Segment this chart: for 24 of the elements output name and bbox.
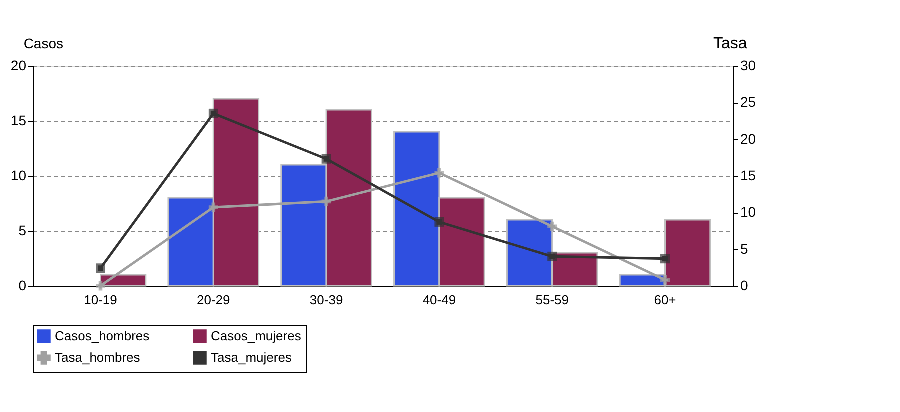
y-axis-title: Casos	[24, 36, 64, 52]
y2-tick-label: 30	[740, 58, 756, 74]
y2-tick-label: 15	[740, 168, 756, 184]
y-tick-label: 0	[18, 278, 27, 294]
legend-label: Tasa_hombres	[55, 350, 141, 365]
x-tick-label: 30-39	[310, 292, 344, 308]
y2-tick-label: 25	[740, 94, 756, 110]
y-tick-label: 10	[10, 168, 27, 184]
legend-label: Tasa_mujeres	[211, 350, 292, 365]
y2-tick-label: 5	[740, 240, 748, 257]
x-tick-label: 40-49	[422, 292, 456, 308]
x-tick-label: 55-59	[536, 292, 569, 308]
y-tick-label: 5	[18, 222, 27, 238]
y-tick-label: 20	[10, 58, 27, 74]
x-tick-label: 10-19	[84, 292, 118, 308]
y-tick-label: 15	[10, 112, 27, 128]
legend-label: Casos_mujeres	[211, 328, 302, 344]
y2-tick-label: 20	[740, 130, 756, 147]
y2-tick-label: 10	[740, 204, 756, 220]
y2-tick-label: 0	[740, 278, 748, 294]
x-tick-label: 20-29	[197, 292, 230, 308]
legend-label: Casos_hombres	[55, 328, 150, 344]
x-tick-label: 60+	[654, 292, 676, 308]
y2-axis-title: Tasa	[714, 36, 748, 52]
